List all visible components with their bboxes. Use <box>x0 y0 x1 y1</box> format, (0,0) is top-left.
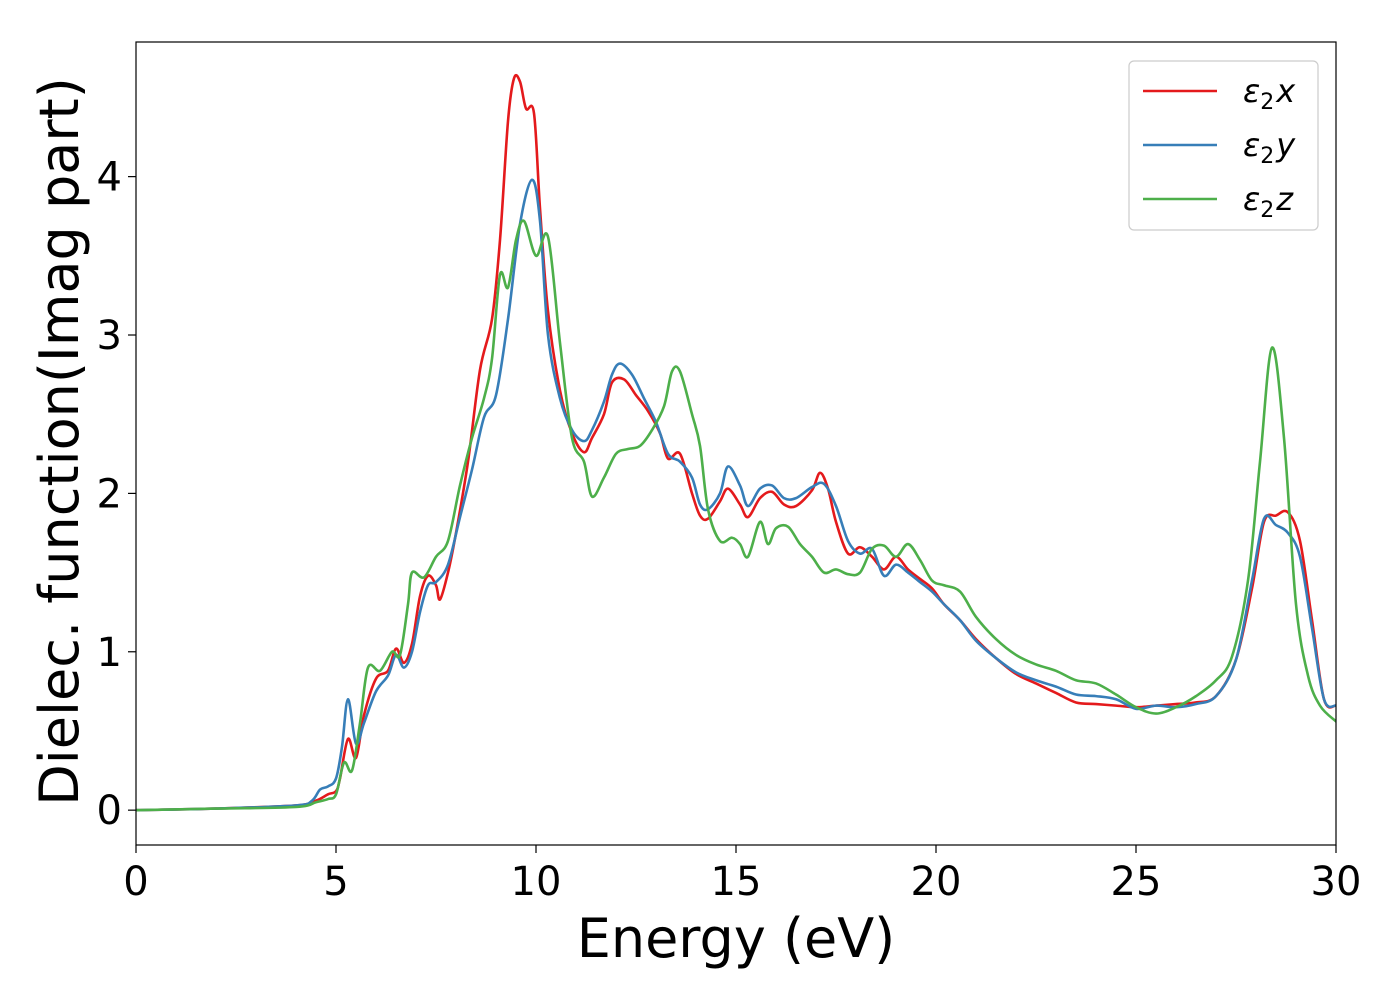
series-line-eps2y <box>136 178 1336 812</box>
legend-subscript: 2 <box>1260 90 1274 115</box>
legend-label-eps2x: ε2x <box>1243 72 1296 115</box>
legend-subscript: 2 <box>1260 198 1274 223</box>
legend-subscript: 2 <box>1260 144 1274 169</box>
series-line-eps2z <box>136 219 1336 812</box>
legend-symbol: ε <box>1243 180 1260 218</box>
legend-suffix: z <box>1275 180 1294 218</box>
legend-suffix: x <box>1275 72 1296 110</box>
legend-label-eps2z: ε2z <box>1243 180 1294 223</box>
legend-symbol: ε <box>1243 126 1260 164</box>
y-axis-ticks: 0 1 2 3 4 <box>97 155 136 834</box>
y-tick-label: 0 <box>97 788 122 834</box>
y-tick-label: 2 <box>97 471 122 517</box>
legend-suffix: y <box>1275 126 1296 164</box>
x-tick-label: 25 <box>1111 859 1162 905</box>
legend-symbol: ε <box>1243 72 1260 110</box>
x-tick-label: 10 <box>511 859 562 905</box>
plot-lines <box>136 73 1336 812</box>
legend-box <box>1128 60 1319 231</box>
y-axis-title: Dielec. function(Imag part) <box>28 77 91 806</box>
x-tick-label: 20 <box>911 859 962 905</box>
x-axis-title: Energy (eV) <box>577 907 896 970</box>
y-tick-label: 4 <box>97 155 122 201</box>
legend-label-eps2y: ε2y <box>1243 126 1296 169</box>
y-tick-label: 3 <box>97 313 122 359</box>
x-axis-ticks: 0 5 10 15 20 25 30 <box>123 845 1361 905</box>
y-tick-label: 1 <box>97 630 122 676</box>
x-tick-label: 5 <box>323 859 348 905</box>
x-tick-label: 15 <box>711 859 762 905</box>
x-tick-label: 0 <box>123 859 148 905</box>
series-line-eps2x <box>136 73 1336 812</box>
x-tick-label: 30 <box>1311 859 1362 905</box>
